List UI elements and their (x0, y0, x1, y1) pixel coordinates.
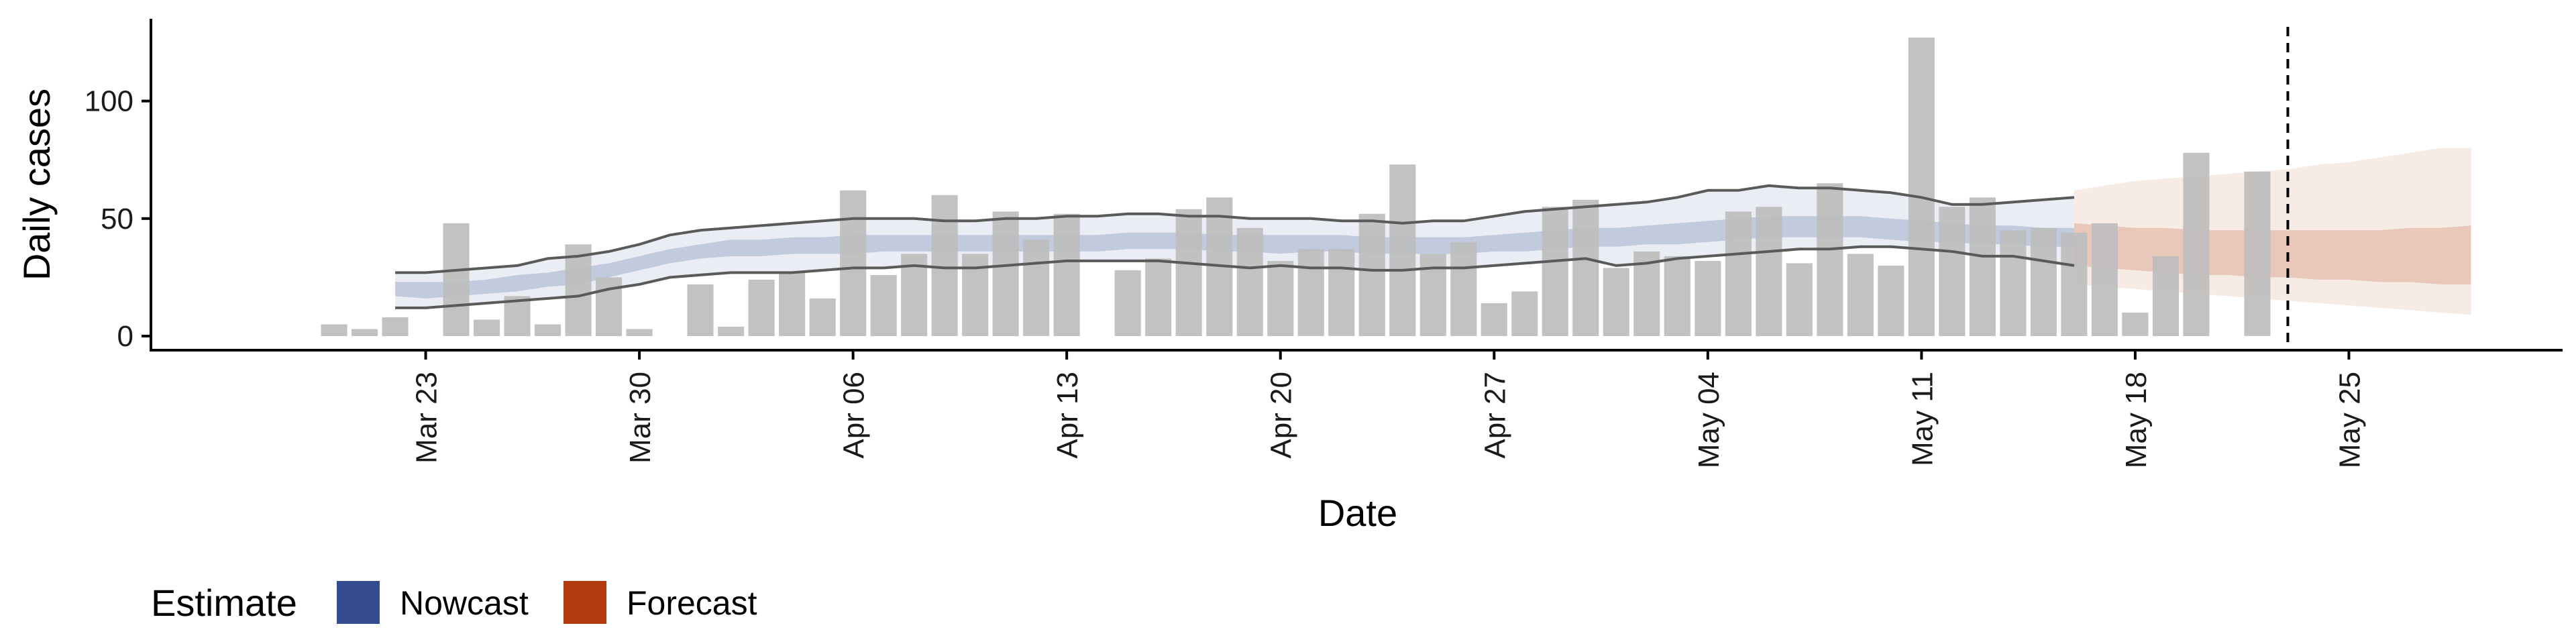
case-bar (2030, 227, 2057, 336)
x-tick-label: May 04 (1693, 372, 1725, 468)
axes: 0 50 100 Mar 23 Mar 30 Apr 06 Apr 13 Apr 20 Apr… (85, 19, 2563, 468)
case-bar (992, 211, 1019, 336)
case-bar (748, 279, 775, 336)
case-bar (2000, 230, 2027, 336)
case-bar (2152, 256, 2179, 336)
case-bar (352, 329, 378, 336)
case-bar (1633, 251, 1660, 336)
case-bar (1267, 260, 1294, 336)
case-bar (1053, 213, 1080, 336)
case-bar (1756, 207, 1782, 336)
case-bar (626, 329, 653, 336)
x-axis-title: Date (1318, 492, 1397, 534)
case-bar (809, 298, 836, 336)
case-bar (443, 223, 470, 336)
x-ticks: Mar 23 Mar 30 Apr 06 Apr 13 Apr 20 Apr 27 May … (411, 350, 2367, 468)
case-bar (474, 319, 500, 336)
case-bar (1023, 239, 1050, 336)
case-bar (870, 274, 897, 336)
case-bar (1847, 254, 1874, 336)
y-tick-label: 100 (85, 85, 133, 118)
legend-label-forecast: Forecast (627, 584, 757, 622)
legend-label-nowcast: Nowcast (400, 584, 529, 622)
case-bar (1878, 265, 1904, 336)
x-tick-label: Mar 23 (411, 372, 443, 464)
legend-swatch-forecast (564, 581, 606, 624)
x-tick-label: Apr 27 (1479, 372, 1511, 459)
case-bar (1572, 199, 1599, 336)
case-bar (2183, 152, 2210, 336)
case-bar (2122, 312, 2149, 336)
case-bar (1419, 254, 1446, 336)
case-bar (535, 324, 561, 336)
case-bar (1358, 213, 1385, 336)
case-bar (1145, 258, 1172, 336)
case-bar (779, 272, 806, 336)
case-bar (2061, 232, 2088, 336)
case-bar (718, 327, 745, 336)
case-bar (596, 277, 623, 336)
case-bar (565, 244, 592, 336)
x-tick-label: Apr 06 (838, 372, 871, 459)
nowcast-bands (395, 185, 2074, 308)
case-bar (1542, 207, 1568, 336)
case-bar (2244, 171, 2271, 336)
case-bar (321, 324, 347, 336)
case-bar (1664, 256, 1690, 336)
case-bar (1450, 241, 1477, 336)
case-bar (1297, 249, 1324, 336)
case-bar (1511, 291, 1538, 336)
case-bar (1969, 197, 1996, 336)
x-tick-label: May 25 (2334, 372, 2367, 468)
case-bar (1389, 164, 1416, 336)
case-bar (1114, 270, 1141, 336)
y-axis-title: Daily cases (15, 89, 58, 280)
nowcast-upper-line (395, 184, 2075, 274)
forecast-bands (2074, 148, 2471, 315)
y-tick-label: 0 (117, 320, 133, 353)
plot-area (321, 27, 2471, 350)
bars (321, 38, 2271, 336)
case-bar (1908, 38, 1935, 336)
case-bar (931, 195, 958, 336)
x-tick-label: May 18 (2120, 372, 2153, 468)
interval-lines (395, 184, 2075, 309)
legend: Estimate Nowcast Forecast (151, 581, 757, 624)
case-bar (1817, 183, 1843, 336)
case-bar (2091, 223, 2118, 336)
case-bar (840, 190, 867, 336)
x-tick-label: Apr 20 (1265, 372, 1298, 459)
y-ticks: 0 50 100 (85, 85, 151, 353)
case-bar (1695, 260, 1721, 336)
case-bar (1236, 227, 1263, 336)
case-bar (382, 317, 409, 336)
y-tick-label: 50 (101, 203, 133, 235)
nowcast-lower-line (395, 245, 2075, 309)
case-bar (1786, 263, 1813, 336)
case-bar (1725, 211, 1752, 336)
case-bar (687, 284, 714, 336)
x-tick-label: Apr 13 (1051, 372, 1084, 459)
case-bar (1481, 303, 1507, 336)
legend-title: Estimate (151, 582, 297, 624)
case-bar (1939, 207, 1966, 336)
case-bar (1175, 209, 1202, 336)
x-tick-label: Mar 30 (624, 372, 657, 464)
nowcast-outer-band (395, 185, 2074, 308)
nowcast-inner-band (395, 216, 2074, 299)
case-bar (1328, 249, 1355, 336)
x-tick-label: May 11 (1906, 372, 1939, 466)
legend-swatch-nowcast (337, 581, 380, 624)
case-bar (1603, 268, 1629, 336)
